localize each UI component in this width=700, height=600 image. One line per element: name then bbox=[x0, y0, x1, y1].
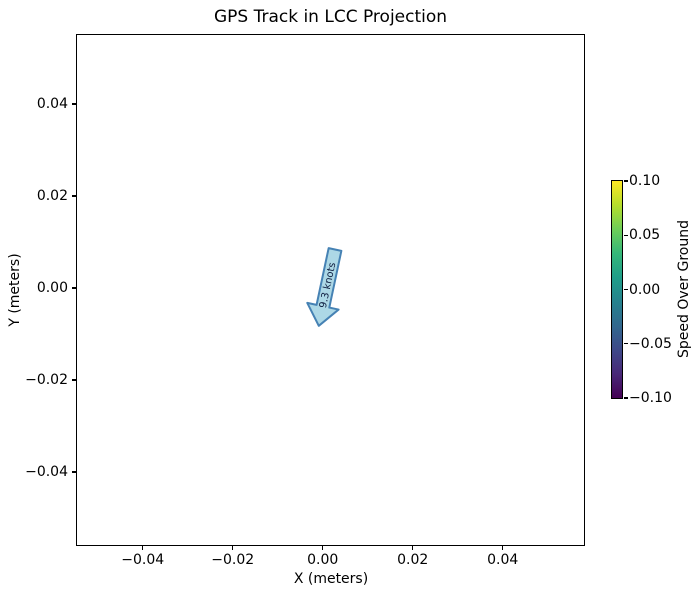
y-tick-label: 0.04 bbox=[36, 96, 68, 112]
colorbar-tick-mark bbox=[623, 234, 628, 236]
x-tick-label: 0.02 bbox=[397, 552, 429, 568]
x-tick-mark bbox=[322, 546, 324, 550]
colorbar-tick-mark bbox=[623, 397, 628, 399]
y-axis-label: Y (meters) bbox=[7, 253, 23, 327]
colorbar-tick-label: −0.05 bbox=[629, 335, 672, 352]
x-tick-label: 0.04 bbox=[487, 552, 519, 568]
colorbar-tick-mark bbox=[623, 288, 628, 291]
y-tick-label: 0.00 bbox=[36, 280, 68, 296]
chart-title: GPS Track in LCC Projection bbox=[213, 7, 448, 27]
x-tick-label: 0.00 bbox=[307, 552, 339, 568]
colorbar-tick-label: 0.05 bbox=[629, 227, 661, 244]
colorbar-tick-label: 0.10 bbox=[629, 173, 661, 189]
y-tick-mark bbox=[72, 195, 76, 197]
y-tick-label: −0.02 bbox=[25, 372, 68, 388]
x-tick-label: −0.04 bbox=[121, 552, 165, 568]
colorbar-tick-label: 0.00 bbox=[629, 281, 661, 298]
y-tick-mark bbox=[72, 287, 76, 289]
y-tick-mark bbox=[72, 103, 76, 105]
x-tick-mark bbox=[502, 546, 504, 550]
colorbar-tick-mark bbox=[623, 180, 628, 182]
colorbar-axis-label: Speed Over Ground bbox=[676, 220, 692, 358]
plot-area bbox=[76, 34, 585, 546]
colorbar-tick-mark bbox=[623, 343, 628, 345]
x-tick-label: −0.02 bbox=[211, 552, 255, 568]
y-tick-label: 0.02 bbox=[36, 188, 68, 204]
y-tick-mark bbox=[72, 471, 76, 473]
x-tick-mark bbox=[232, 546, 234, 550]
colorbar-gradient bbox=[611, 180, 623, 399]
colorbar-tick-label: −0.10 bbox=[629, 390, 672, 406]
y-tick-mark bbox=[72, 379, 76, 381]
x-tick-mark bbox=[142, 546, 144, 550]
y-tick-label: −0.04 bbox=[25, 464, 68, 480]
x-axis-label: X (meters) bbox=[293, 571, 369, 587]
x-tick-mark bbox=[412, 546, 414, 550]
